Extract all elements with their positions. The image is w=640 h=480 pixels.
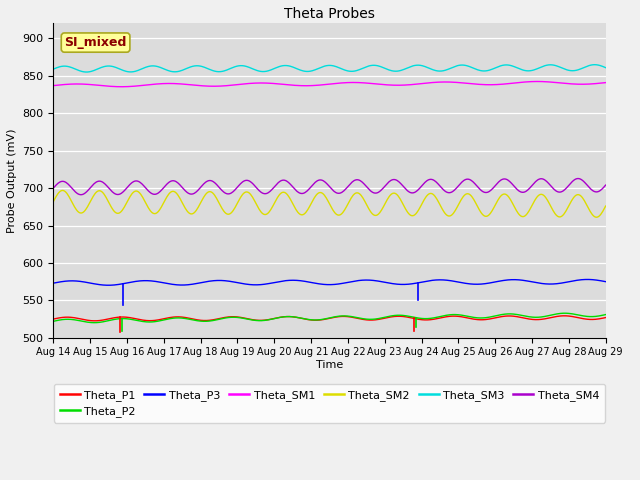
Theta_P1 (560, 313, 568, 319)
Theta_P2 (49, 318, 57, 324)
Theta_P1 (300, 316, 308, 322)
Line: Theta_SM2: Theta_SM2 (53, 191, 605, 217)
Theta_SM4 (148, 191, 156, 196)
Theta_P2 (376, 315, 383, 321)
Theta_SM2 (49, 199, 57, 204)
Theta_P3 (419, 279, 427, 285)
Theta_SM2 (419, 199, 427, 204)
Theta_P3 (376, 278, 383, 284)
Theta_P3 (602, 279, 609, 285)
Theta_P1 (193, 317, 200, 323)
Theta_SM1 (118, 84, 125, 90)
Theta_P3 (467, 281, 474, 287)
Theta_SM4 (574, 176, 582, 181)
Theta_SM4 (49, 185, 57, 191)
Theta_SM1 (193, 83, 200, 88)
Theta_P2 (467, 314, 474, 320)
Theta_SM2 (300, 211, 308, 217)
Theta_SM1 (148, 82, 156, 87)
Title: Theta Probes: Theta Probes (284, 7, 375, 21)
Theta_SM4 (193, 189, 200, 195)
Theta_SM1 (300, 83, 308, 89)
Legend: Theta_P1, Theta_P2, Theta_P3, Theta_SM1, Theta_SM2, Theta_SM3, Theta_SM4: Theta_P1, Theta_P2, Theta_P3, Theta_SM1,… (54, 384, 605, 423)
Theta_SM2 (148, 210, 156, 216)
Theta_SM2 (193, 207, 200, 213)
Theta_P3 (105, 282, 113, 288)
Theta_SM1 (534, 79, 541, 84)
Theta_SM2 (376, 210, 383, 216)
Theta_SM3 (419, 63, 427, 69)
Theta_SM4 (376, 189, 383, 194)
Theta_SM4 (467, 177, 474, 182)
Theta_P1 (148, 318, 156, 324)
Theta_P1 (419, 317, 427, 323)
Theta_SM3 (49, 66, 57, 72)
Theta_SM4 (77, 192, 85, 198)
Theta_P2 (561, 311, 569, 316)
Theta_P3 (300, 278, 308, 284)
Theta_SM3 (83, 69, 90, 75)
Theta_SM1 (602, 80, 609, 85)
Theta_SM3 (591, 62, 598, 68)
Theta_P2 (148, 319, 156, 325)
Theta_SM3 (602, 65, 609, 71)
Theta_SM2 (593, 215, 600, 220)
Theta_SM3 (193, 63, 200, 69)
Theta_P1 (49, 316, 57, 322)
Line: Theta_P1: Theta_P1 (53, 316, 605, 321)
Theta_SM1 (419, 81, 427, 86)
Line: Theta_P3: Theta_P3 (53, 279, 605, 285)
Theta_SM2 (59, 188, 67, 193)
Theta_P3 (49, 280, 57, 286)
Line: Theta_SM1: Theta_SM1 (53, 82, 605, 87)
Theta_SM3 (467, 64, 474, 70)
Theta_SM4 (419, 181, 427, 187)
Text: SI_mixed: SI_mixed (65, 36, 127, 49)
Theta_P2 (90, 320, 98, 325)
Theta_SM1 (467, 81, 474, 86)
Theta_SM3 (376, 63, 383, 69)
Theta_P1 (467, 315, 474, 321)
Theta_SM3 (300, 68, 308, 74)
Line: Theta_P2: Theta_P2 (53, 313, 605, 323)
Theta_P2 (193, 318, 200, 324)
Line: Theta_SM3: Theta_SM3 (53, 65, 605, 72)
Line: Theta_SM4: Theta_SM4 (53, 179, 605, 195)
Theta_P2 (602, 312, 609, 317)
Theta_SM3 (148, 63, 156, 69)
Theta_SM4 (602, 182, 609, 188)
Theta_P3 (583, 276, 591, 282)
Theta_SM4 (300, 190, 308, 196)
Theta_P3 (193, 281, 200, 287)
Theta_SM2 (602, 203, 609, 209)
Theta_P1 (376, 316, 383, 322)
Y-axis label: Probe Output (mV): Probe Output (mV) (7, 128, 17, 233)
Theta_P2 (300, 316, 308, 322)
Theta_P2 (419, 316, 427, 322)
Theta_SM1 (376, 82, 383, 87)
Theta_P1 (602, 315, 609, 321)
Theta_SM1 (49, 83, 57, 88)
Theta_P3 (148, 278, 156, 284)
X-axis label: Time: Time (316, 360, 343, 370)
Theta_SM2 (467, 192, 474, 198)
Theta_P1 (91, 318, 99, 324)
